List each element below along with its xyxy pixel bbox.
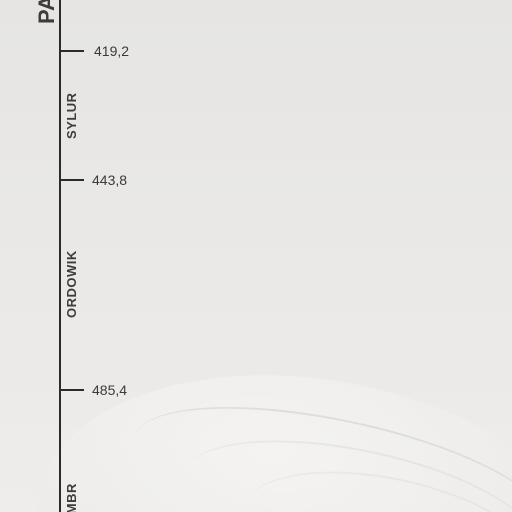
timeline-tick [60,179,84,181]
tick-label: 443,8 [92,172,128,188]
timeline-tick [60,50,84,52]
period-label-kambr: KAMBR [64,483,79,512]
timeline-tick [60,389,84,391]
period-label-ordowik: ORDOWIK [64,250,79,318]
era-label: PA [34,0,59,24]
timeline-axis [59,0,61,512]
period-label-sylur: SYLUR [64,92,79,139]
tick-label: 419,2 [94,43,130,59]
tick-label: 485,4 [92,382,128,398]
